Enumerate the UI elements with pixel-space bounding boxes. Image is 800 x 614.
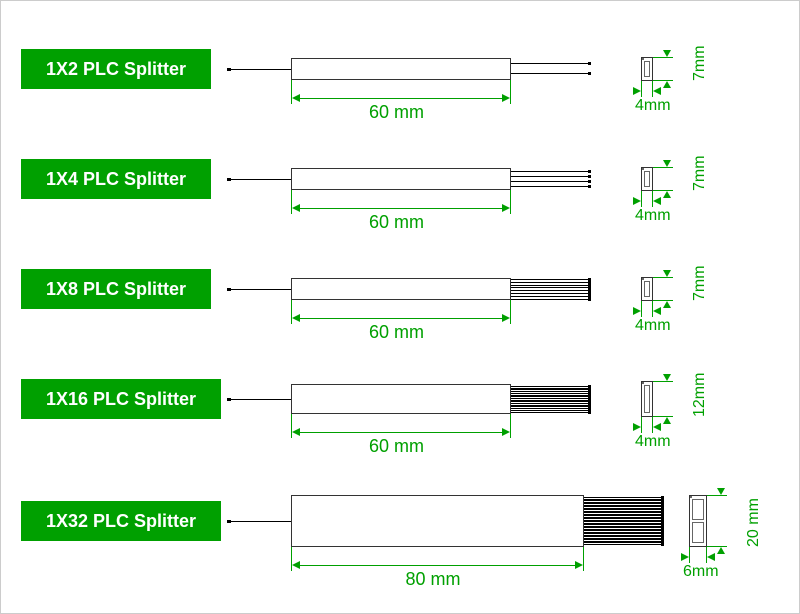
cross-section (641, 167, 653, 191)
cross-height-label: 12mm (691, 373, 709, 417)
splitter-label: 1X32 PLC Splitter (21, 501, 221, 541)
cross-width-label: 4mm (635, 207, 671, 225)
cross-section (641, 381, 653, 417)
splitter-body (291, 495, 584, 547)
cross-section (641, 277, 653, 301)
cross-section (641, 57, 653, 81)
splitter-body (291, 384, 511, 414)
input-fiber (229, 399, 291, 400)
splitter-label: 1X8 PLC Splitter (21, 269, 211, 309)
cross-height-label: 7mm (691, 45, 709, 81)
length-label: 60 mm (369, 322, 424, 343)
splitter-body (291, 58, 511, 80)
input-fiber (229, 521, 291, 522)
splitter-body (291, 278, 511, 300)
length-label: 60 mm (369, 212, 424, 233)
input-fiber (229, 289, 291, 290)
input-fiber (229, 69, 291, 70)
splitter-label: 1X4 PLC Splitter (21, 159, 211, 199)
input-fiber (229, 179, 291, 180)
cross-width-label: 6mm (683, 563, 719, 581)
splitter-label: 1X2 PLC Splitter (21, 49, 211, 89)
cross-width-label: 4mm (635, 433, 671, 451)
length-label: 80 mm (406, 569, 461, 590)
length-label: 60 mm (369, 102, 424, 123)
cross-width-label: 4mm (635, 97, 671, 115)
cross-height-label: 20 mm (745, 498, 763, 547)
cross-height-label: 7mm (691, 265, 709, 301)
cross-height-label: 7mm (691, 155, 709, 191)
splitter-body (291, 168, 511, 190)
cross-width-label: 4mm (635, 317, 671, 335)
length-label: 60 mm (369, 436, 424, 457)
cross-section (689, 495, 707, 547)
splitter-label: 1X16 PLC Splitter (21, 379, 221, 419)
